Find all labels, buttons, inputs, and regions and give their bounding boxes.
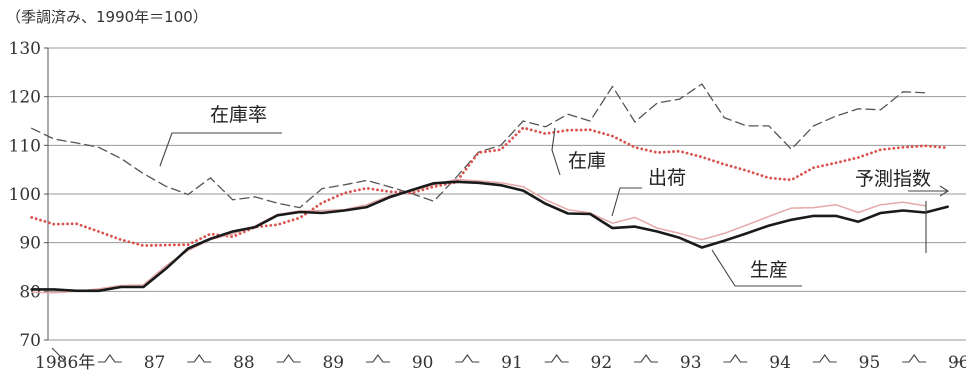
x-tick-label: 89	[322, 353, 344, 373]
x-tick-label: 95	[859, 353, 881, 373]
x-axis-start-mark	[51, 347, 67, 363]
x-tick-label: 91	[501, 353, 523, 373]
y-tick-label: 80	[19, 282, 41, 302]
x-axis-break	[634, 354, 659, 363]
x-axis-break	[544, 354, 569, 363]
annotation-leader	[908, 190, 947, 253]
x-axis-break	[365, 354, 390, 363]
annotation-label: 在庫率	[210, 104, 267, 126]
y-tick-label: 100	[9, 185, 41, 205]
x-tick-label: 96	[948, 353, 966, 373]
x-tick-label: 1986年	[35, 353, 95, 373]
y-tick-label: 90	[19, 234, 41, 254]
x-axis-break	[723, 354, 748, 363]
annotation-label: 生産	[750, 259, 788, 281]
series-line-2	[30, 178, 927, 294]
x-tick-label: 88	[233, 353, 255, 373]
y-axis: 130 120 110 100 90 80 70	[9, 39, 49, 351]
unit-label: （季調済み、1990年＝100）	[6, 8, 208, 26]
x-tick-label: 94	[769, 353, 791, 373]
series-line-3	[30, 180, 949, 293]
x-axis-break	[187, 354, 212, 363]
x-tick-label: 87	[144, 353, 166, 373]
arrow-icon	[939, 185, 950, 197]
series-line-0	[31, 83, 926, 209]
annotation-leader	[551, 127, 561, 176]
annotation-label: 予測指数	[855, 168, 931, 190]
annotation-label: 出荷	[648, 167, 686, 189]
x-tick-label: 90	[412, 353, 434, 373]
y-tick-label: 70	[19, 331, 41, 351]
x-axis-break	[97, 354, 122, 363]
annotation-label: 在庫	[568, 150, 606, 172]
y-tick-label: 130	[9, 39, 41, 59]
annotation-leader	[711, 249, 802, 287]
x-axis: 1986年 87 88 89 90 91 92 93 94 95 96	[35, 347, 966, 373]
series-line-1	[30, 126, 949, 248]
x-tick-label: 93	[680, 353, 702, 373]
x-tick-label: 92	[591, 353, 613, 373]
x-axis-break	[455, 354, 480, 363]
x-axis-break	[812, 354, 837, 363]
x-axis-break	[902, 354, 927, 363]
y-tick-label: 120	[9, 88, 41, 108]
y-tick-label: 110	[9, 136, 41, 156]
annotation-leader	[611, 187, 642, 217]
annotation-leader	[159, 132, 282, 167]
x-axis-break	[276, 354, 301, 363]
series-group	[30, 83, 949, 294]
